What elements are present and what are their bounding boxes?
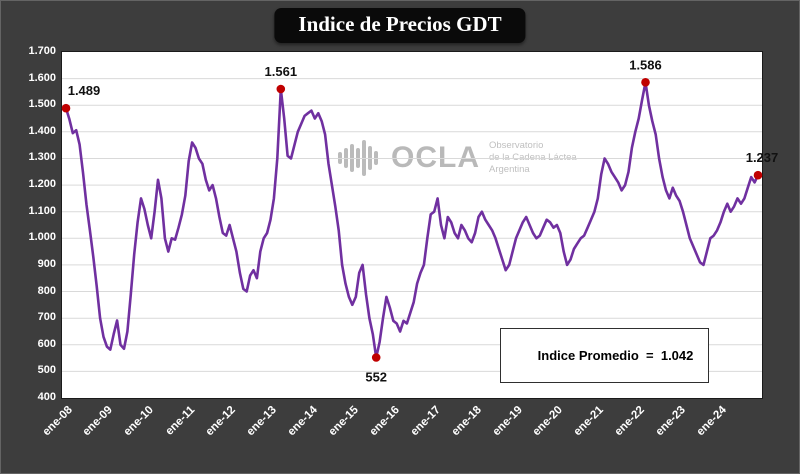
y-tick-label: 1.300 xyxy=(28,151,56,164)
x-tick-label: ene-17 xyxy=(408,404,443,439)
x-tick-label: ene-10 xyxy=(122,404,157,439)
ocla-subtitle: Observatorio de la Cadena Láctea Argenti… xyxy=(489,140,577,176)
data-point-label: 1.237 xyxy=(746,150,779,165)
y-tick-label: 1.100 xyxy=(28,204,56,217)
x-tick-label: ene-16 xyxy=(367,404,402,439)
data-point-label: 1.586 xyxy=(629,57,662,72)
data-point-marker xyxy=(371,353,381,362)
data-point-marker xyxy=(641,78,650,87)
x-tick-label: ene-20 xyxy=(531,404,566,439)
ocla-subtitle-line: de la Cadena Láctea xyxy=(489,152,577,164)
x-tick-label: ene-14 xyxy=(285,404,320,439)
y-tick-label: 1.600 xyxy=(28,71,56,84)
ocla-subtitle-line: Observatorio xyxy=(489,140,544,152)
x-tick-label: ene-23 xyxy=(653,404,689,439)
average-index-label: Indice Promedio = 1.042 xyxy=(537,348,694,363)
plot-area: OCLA Observatorio de la Cadena Láctea Ar… xyxy=(61,51,778,399)
y-tick-label: 700 xyxy=(37,311,56,324)
x-tick-label: ene-19 xyxy=(490,404,525,439)
x-tick-label: ene-15 xyxy=(326,404,361,439)
y-tick-label: 800 xyxy=(37,284,56,297)
x-tick-label: ene-09 xyxy=(81,404,116,439)
y-tick-label: 900 xyxy=(37,257,56,270)
ocla-watermark: OCLA Observatorio de la Cadena Láctea Ar… xyxy=(338,138,577,178)
x-tick-label: ene-24 xyxy=(694,404,729,439)
x-tick-label: ene-12 xyxy=(203,404,239,439)
x-tick-label: ene-13 xyxy=(244,404,279,439)
index-line-chart: 1.489 1.561 552 1.586 1.237 xyxy=(61,57,778,385)
index-line xyxy=(64,80,760,359)
y-tick-label: 1.400 xyxy=(28,124,56,137)
data-point-label: 1.489 xyxy=(68,83,101,98)
chart-title-bar: Indice de Precios GDT xyxy=(274,8,526,43)
data-point-marker xyxy=(753,170,763,180)
y-tick-label: 1.500 xyxy=(28,98,56,111)
x-tick-label: ene-18 xyxy=(449,404,484,439)
y-tick-label: 1.200 xyxy=(28,178,56,191)
average-index-box: Indice Promedio = 1.042 xyxy=(500,328,710,383)
y-tick-label: 600 xyxy=(37,337,56,350)
x-tick-label: ene-21 xyxy=(572,404,607,439)
data-point-marker xyxy=(61,103,71,113)
ocla-subtitle-line: Argentina xyxy=(489,163,530,175)
y-tick-label: 400 xyxy=(37,391,56,403)
y-tick-label: 500 xyxy=(37,364,56,377)
x-tick-label: ene-11 xyxy=(163,404,198,438)
x-tick-label: ene-22 xyxy=(612,404,648,439)
data-point-label: 1.561 xyxy=(265,64,298,79)
data-point-marker xyxy=(276,84,286,94)
data-point-label: 552 xyxy=(365,370,387,385)
y-tick-label: 1.000 xyxy=(28,231,56,244)
y-tick-label: 1.700 xyxy=(28,45,56,57)
ocla-logo-text: OCLA xyxy=(391,141,480,174)
x-tick-label: ene-08 xyxy=(40,404,75,439)
chart-title: Indice de Precios GDT xyxy=(298,12,502,36)
